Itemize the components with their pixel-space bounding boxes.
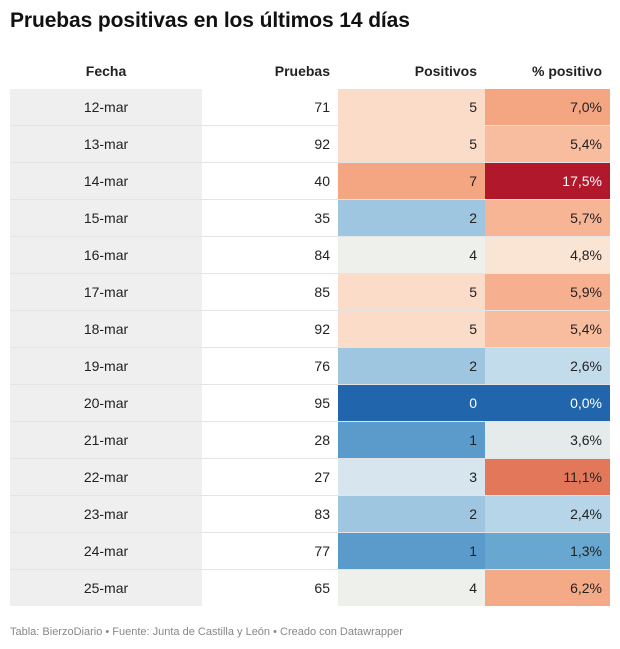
cell-fecha: 23-mar [10, 495, 202, 533]
cell-fecha: 18-mar [10, 310, 202, 348]
cell-positivos: 2 [338, 495, 485, 533]
column-header-pruebas[interactable]: Pruebas [274, 63, 330, 79]
cell-positivos: 5 [338, 89, 485, 126]
cell-fecha: 15-mar [10, 199, 202, 237]
cell-fecha: 17-mar [10, 273, 202, 311]
table-row: 22-mar 27 3 11,1% [10, 458, 610, 496]
table-row: 23-mar 83 2 2,4% [10, 495, 610, 533]
table-row: 13-mar 92 5 5,4% [10, 125, 610, 163]
cell-pruebas: 85 [202, 273, 338, 311]
column-header-pct-positivo[interactable]: % positivo [531, 63, 602, 79]
cell-positivos: 5 [338, 125, 485, 163]
cell-fecha: 12-mar [10, 89, 202, 126]
header-row: Fecha Pruebas Positivos % positivo [10, 53, 610, 89]
cell-pct-positivo: 11,1% [485, 458, 610, 496]
cell-pct-positivo: 2,6% [485, 347, 610, 385]
table-row: 21-mar 28 1 3,6% [10, 421, 610, 459]
cell-positivos: 5 [338, 273, 485, 311]
source-footer: Tabla: BierzoDiario • Fuente: Junta de C… [10, 626, 403, 638]
table-row: 19-mar 76 2 2,6% [10, 347, 610, 385]
cell-pruebas: 65 [202, 569, 338, 606]
cell-pruebas: 84 [202, 236, 338, 274]
table-row: 12-mar 71 5 7,0% [10, 89, 610, 126]
cell-pct-positivo: 5,4% [485, 125, 610, 163]
data-table: Fecha Pruebas Positivos % positivo 12-ma… [10, 53, 610, 606]
cell-fecha: 24-mar [10, 532, 202, 570]
cell-pct-positivo: 5,9% [485, 273, 610, 311]
cell-pruebas: 71 [314, 99, 330, 115]
chart-title: Pruebas positivas en los últimos 14 días [10, 9, 410, 32]
cell-pct-positivo: 1,3% [485, 532, 610, 570]
cell-pruebas: 92 [202, 125, 338, 163]
cell-pct-positivo: 7,0% [485, 89, 610, 126]
cell-pruebas: 40 [202, 162, 338, 200]
cell-pct-positivo: 5,4% [485, 310, 610, 348]
cell-pct-positivo: 6,2% [485, 569, 610, 606]
table-row: 20-mar 95 0 0,0% [10, 384, 610, 422]
cell-fecha: 25-mar [10, 569, 202, 606]
table-row: 24-mar 77 1 1,3% [10, 532, 610, 570]
cell-fecha: 22-mar [10, 458, 202, 496]
table-row: 17-mar 85 5 5,9% [10, 273, 610, 311]
cell-fecha: 14-mar [10, 162, 202, 200]
cell-pruebas: 95 [202, 384, 338, 422]
table-row: 18-mar 92 5 5,4% [10, 310, 610, 348]
cell-pruebas: 27 [202, 458, 338, 496]
cell-positivos: 5 [338, 310, 485, 348]
cell-pruebas: 77 [202, 532, 338, 570]
cell-pruebas: 92 [202, 310, 338, 348]
table-body: 12-mar 71 5 7,0% 13-mar 92 5 5,4% 14-mar 40 7 17,5%… [10, 89, 610, 606]
cell-positivos: 0 [338, 384, 485, 422]
cell-pruebas: 28 [202, 421, 338, 459]
cell-positivos: 2 [338, 347, 485, 385]
cell-fecha: 13-mar [10, 125, 202, 163]
cell-pct-positivo: 0,0% [485, 384, 610, 422]
column-header-positivos[interactable]: Positivos [414, 63, 477, 79]
cell-pct-positivo: 5,7% [485, 199, 610, 237]
cell-pct-positivo: 4,8% [485, 236, 610, 274]
cell-pct-positivo: 17,5% [485, 162, 610, 200]
cell-fecha: 21-mar [10, 421, 202, 459]
table-row: 15-mar 35 2 5,7% [10, 199, 610, 237]
column-header-fecha[interactable]: Fecha [85, 63, 127, 79]
cell-pct-positivo: 3,6% [485, 421, 610, 459]
cell-positivos: 1 [338, 421, 485, 459]
cell-pruebas: 35 [202, 199, 338, 237]
cell-pruebas: 76 [202, 347, 338, 385]
cell-pruebas: 83 [202, 495, 338, 533]
cell-pct-positivo: 2,4% [485, 495, 610, 533]
table-row: 14-mar 40 7 17,5% [10, 162, 610, 200]
cell-positivos: 4 [338, 569, 485, 606]
cell-fecha: 19-mar [10, 347, 202, 385]
table-row: 25-mar 65 4 6,2% [10, 569, 610, 606]
cell-positivos: 1 [338, 532, 485, 570]
cell-positivos: 3 [338, 458, 485, 496]
cell-fecha: 20-mar [10, 384, 202, 422]
cell-fecha: 16-mar [10, 236, 202, 274]
cell-positivos: 4 [338, 236, 485, 274]
cell-positivos: 7 [338, 162, 485, 200]
cell-positivos: 2 [338, 199, 485, 237]
table-row: 16-mar 84 4 4,8% [10, 236, 610, 274]
